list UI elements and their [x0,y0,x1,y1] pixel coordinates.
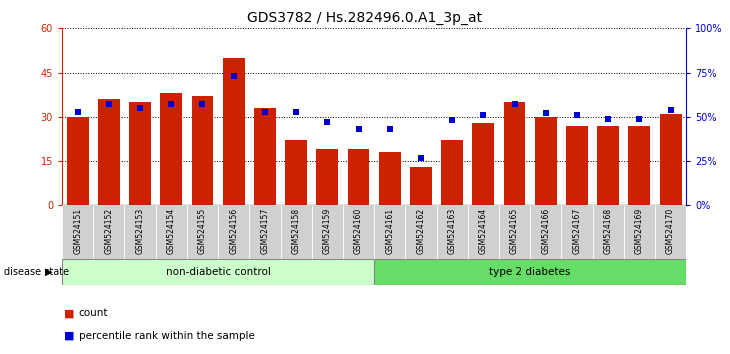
Bar [161,93,182,205]
Text: GSM524169: GSM524169 [635,208,644,254]
Text: count: count [79,308,108,318]
Bar [155,205,187,260]
Text: GSM524154: GSM524154 [166,208,176,254]
Bar [561,205,593,260]
Point [415,155,427,160]
Bar [187,205,218,260]
Bar [124,205,155,260]
Text: GSM524151: GSM524151 [73,208,82,254]
Point [134,105,146,111]
Bar [249,205,280,260]
Bar [593,205,624,260]
Point [166,102,177,107]
Point [291,109,302,114]
Bar [410,167,432,205]
Text: ■: ■ [64,331,74,341]
Point [509,102,520,107]
Bar [312,205,343,260]
Bar [343,205,374,260]
Bar [316,149,338,205]
Bar [441,141,463,205]
Text: GSM524162: GSM524162 [416,208,426,254]
Text: GSM524155: GSM524155 [198,208,207,254]
Bar [93,205,124,260]
Point [228,73,239,79]
Text: GDS3782 / Hs.282496.0.A1_3p_at: GDS3782 / Hs.282496.0.A1_3p_at [247,11,483,25]
Bar [405,205,437,260]
Text: ▶: ▶ [45,267,53,277]
Point [353,126,364,132]
Bar [223,58,245,205]
Bar [535,117,557,205]
Text: GSM524157: GSM524157 [261,208,269,254]
Bar [66,117,88,205]
Point [196,102,208,107]
Text: GSM524160: GSM524160 [354,208,363,254]
Bar [566,126,588,205]
Text: GSM524163: GSM524163 [447,208,457,254]
Point [103,102,115,107]
Bar [597,126,619,205]
Point [602,116,614,121]
Text: GSM524161: GSM524161 [385,208,394,254]
Bar [379,152,401,205]
Point [446,118,458,123]
Point [477,112,489,118]
Bar [530,205,561,260]
Text: percentile rank within the sample: percentile rank within the sample [79,331,255,341]
Text: GSM524165: GSM524165 [510,208,519,254]
Bar [660,114,682,205]
Bar [499,205,530,260]
Point [540,110,552,116]
Bar [504,102,526,205]
Bar [624,205,655,260]
Text: GSM524158: GSM524158 [291,208,301,254]
Point [259,109,271,114]
Point [72,109,83,114]
Bar [374,205,405,260]
Text: GSM524170: GSM524170 [666,208,675,254]
Text: GSM524152: GSM524152 [104,208,113,254]
Text: GSM524159: GSM524159 [323,208,332,254]
Bar [254,108,276,205]
Text: GSM524164: GSM524164 [479,208,488,254]
Bar [280,205,312,260]
Bar [191,96,213,205]
Bar [98,99,120,205]
Bar [347,149,369,205]
Bar [62,259,374,285]
Text: GSM524166: GSM524166 [541,208,550,254]
Bar [468,205,499,260]
Point [665,107,677,113]
Bar [655,205,686,260]
Text: ■: ■ [64,308,74,318]
Bar [285,141,307,205]
Bar [374,259,686,285]
Text: GSM524156: GSM524156 [229,208,238,254]
Text: disease state: disease state [4,267,69,277]
Text: GSM524153: GSM524153 [136,208,145,254]
Point [384,126,396,132]
Bar [472,123,494,205]
Point [321,119,333,125]
Bar [437,205,468,260]
Text: type 2 diabetes: type 2 diabetes [490,267,571,277]
Bar [218,205,250,260]
Point [571,112,583,118]
Bar [62,205,93,260]
Point [634,116,645,121]
Bar [129,102,151,205]
Text: GSM524168: GSM524168 [604,208,612,254]
Text: GSM524167: GSM524167 [572,208,582,254]
Text: non-diabetic control: non-diabetic control [166,267,271,277]
Bar [629,126,650,205]
